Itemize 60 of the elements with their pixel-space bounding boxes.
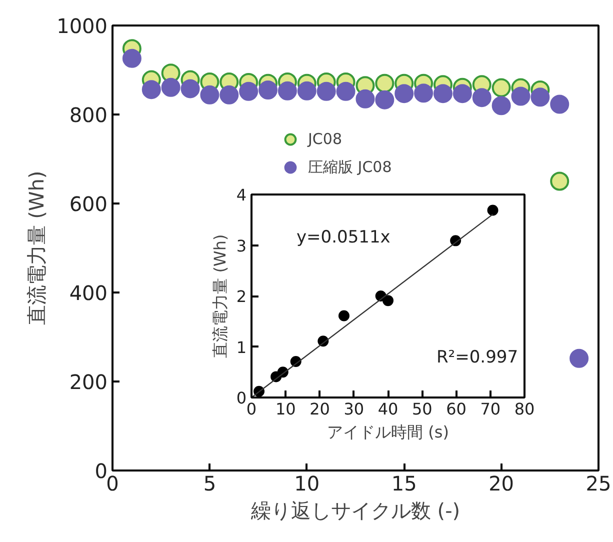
x-tick-label: 40: [378, 400, 398, 418]
point: [452, 84, 472, 104]
y-tick-label: 2: [236, 287, 247, 306]
point: [200, 85, 220, 104]
x-tick-label: 30: [344, 400, 364, 418]
y-tick-label: 200: [69, 370, 108, 394]
y-tick-label: 1: [236, 338, 247, 357]
y-tick-label: 4: [236, 186, 247, 204]
x-tick-label: 10: [275, 400, 296, 418]
point: [492, 96, 511, 116]
point: [161, 78, 180, 97]
point: [375, 74, 394, 93]
point: [414, 84, 434, 103]
point: [472, 88, 492, 108]
point: [530, 88, 550, 107]
x-tick-label: 60: [446, 400, 466, 418]
y-tick-label: 600: [69, 192, 108, 216]
point: [382, 295, 394, 306]
x-tick-label: 15: [391, 472, 417, 496]
point: [316, 82, 336, 101]
annotation: y=0.0511x: [296, 228, 390, 248]
legend-label: JC08: [308, 130, 342, 148]
point: [394, 84, 414, 104]
x-axis-title: アイドル時間 (s): [327, 422, 449, 442]
point: [122, 48, 142, 68]
x-tick-label: 10: [294, 472, 320, 496]
point: [511, 86, 530, 106]
point: [375, 90, 394, 110]
point: [297, 81, 316, 100]
x-axis-title: 繰り返しサイクル数 (-): [250, 498, 460, 522]
point: [239, 82, 258, 101]
y-axis-title: 直流電力量 (Wh): [24, 170, 49, 326]
point: [550, 94, 570, 114]
x-tick-label: 20: [310, 400, 330, 418]
point: [258, 80, 278, 100]
point: [433, 84, 452, 104]
point: [492, 78, 511, 98]
y-tick-label: 800: [69, 103, 108, 127]
y-axis-title: 直流電力量 (Wh): [210, 234, 230, 358]
point: [336, 82, 356, 101]
point: [487, 204, 498, 216]
point: [142, 80, 161, 100]
legend-label: 圧縮版 JC08: [308, 158, 392, 176]
point: [180, 79, 200, 98]
y-tick-label: 400: [69, 281, 108, 305]
point: [338, 310, 350, 322]
x-tick-label: 80: [514, 400, 535, 418]
point: [570, 348, 589, 368]
point: [356, 89, 375, 108]
y-tick-label: 3: [236, 236, 247, 256]
point: [278, 81, 297, 100]
x-tick-label: 5: [203, 472, 216, 496]
y-tick-label: 1000: [56, 14, 108, 38]
annotation: R²=0.997: [436, 348, 518, 368]
x-tick-label: 70: [480, 400, 501, 418]
x-tick-label: 25: [586, 472, 612, 496]
point: [220, 85, 239, 104]
x-tick-label: 50: [412, 400, 432, 418]
point: [550, 172, 570, 191]
x-tick-label: 20: [488, 472, 514, 496]
